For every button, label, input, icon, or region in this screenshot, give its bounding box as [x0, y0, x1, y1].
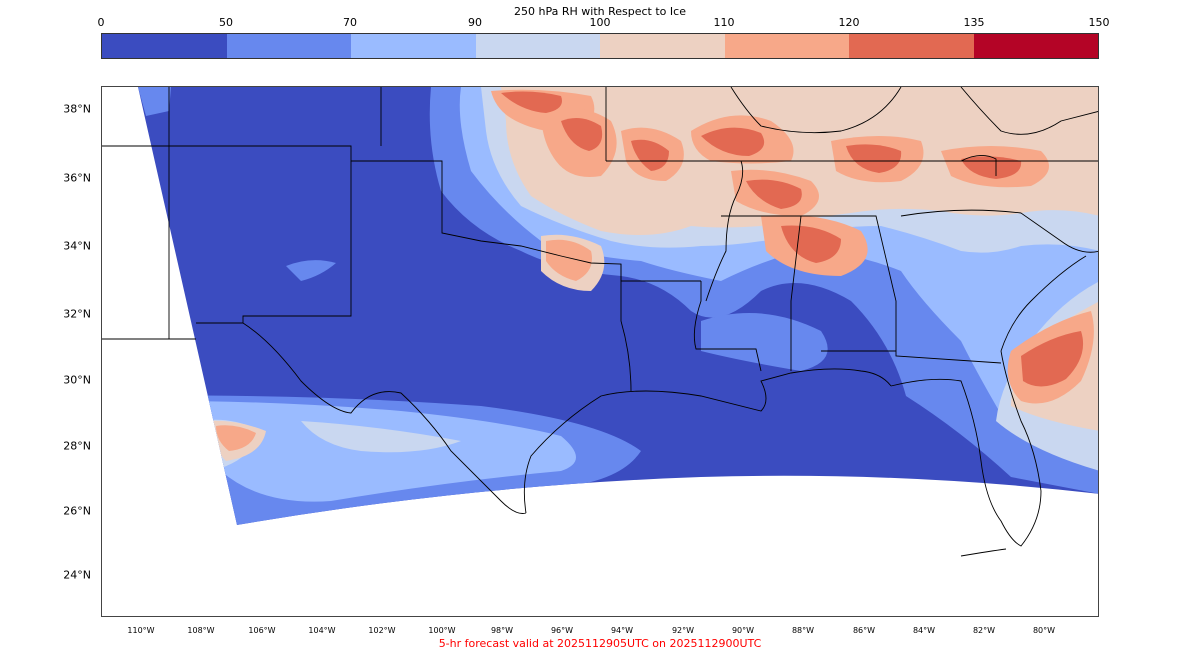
lon-label-110: 110°W: [127, 626, 155, 635]
lat-label-30: 30°N: [63, 373, 91, 387]
lat-label-36: 36°N: [63, 171, 91, 185]
state-borders: [102, 87, 1098, 557]
colorbar-tick-0: 0: [97, 16, 105, 29]
colorbar: [101, 33, 1099, 59]
colorbar-tick-1: 50: [219, 16, 233, 29]
lon-label-90: 90°W: [731, 626, 755, 635]
lon-label-94: 94°W: [610, 626, 634, 635]
colorbar-segment-1: [226, 34, 351, 58]
map-title: 250 hPa RH with Respect to Ice: [514, 5, 686, 18]
lat-label-26: 26°N: [63, 504, 91, 518]
lat-label-32: 32°N: [63, 307, 91, 321]
colorbar-segment-6: [849, 34, 974, 58]
colorbar-segment-0: [102, 34, 227, 58]
lon-label-92: 92°W: [671, 626, 695, 635]
lon-label-106: 106°W: [248, 626, 276, 635]
lat-label-24: 24°N: [63, 568, 91, 582]
colorbar-tick-7: 135: [963, 16, 985, 29]
lon-label-82: 82°W: [972, 626, 996, 635]
forecast-valid-footer: 5-hr forecast valid at 2025112905UTC on …: [438, 637, 762, 650]
lon-label-88: 88°W: [791, 626, 815, 635]
colorbar-segment-7: [973, 34, 1098, 58]
colorbar-segment-3: [475, 34, 600, 58]
colorbar-segment-5: [724, 34, 849, 58]
colorbar-tick-2: 70: [343, 16, 357, 29]
lat-label-28: 28°N: [63, 439, 91, 453]
colorbar-tick-6: 120: [838, 16, 860, 29]
lat-label-34: 34°N: [63, 239, 91, 253]
lon-label-98: 98°W: [490, 626, 514, 635]
lon-label-102: 102°W: [368, 626, 396, 635]
colorbar-tick-4: 100: [589, 16, 611, 29]
lon-label-104: 104°W: [308, 626, 336, 635]
colorbar-segment-2: [351, 34, 476, 58]
lat-label-38: 38°N: [63, 102, 91, 116]
lon-label-84: 84°W: [912, 626, 936, 635]
lon-label-86: 86°W: [852, 626, 876, 635]
colorbar-tick-8: 150: [1088, 16, 1110, 29]
colorbar-tick-5: 110: [713, 16, 735, 29]
lon-label-100: 100°W: [428, 626, 456, 635]
lon-label-80: 80°W: [1032, 626, 1056, 635]
colorbar-tick-3: 90: [468, 16, 482, 29]
lon-label-108: 108°W: [187, 626, 215, 635]
lon-label-96: 96°W: [550, 626, 574, 635]
colorbar-segment-4: [600, 34, 725, 58]
map-panel[interactable]: [101, 86, 1099, 617]
